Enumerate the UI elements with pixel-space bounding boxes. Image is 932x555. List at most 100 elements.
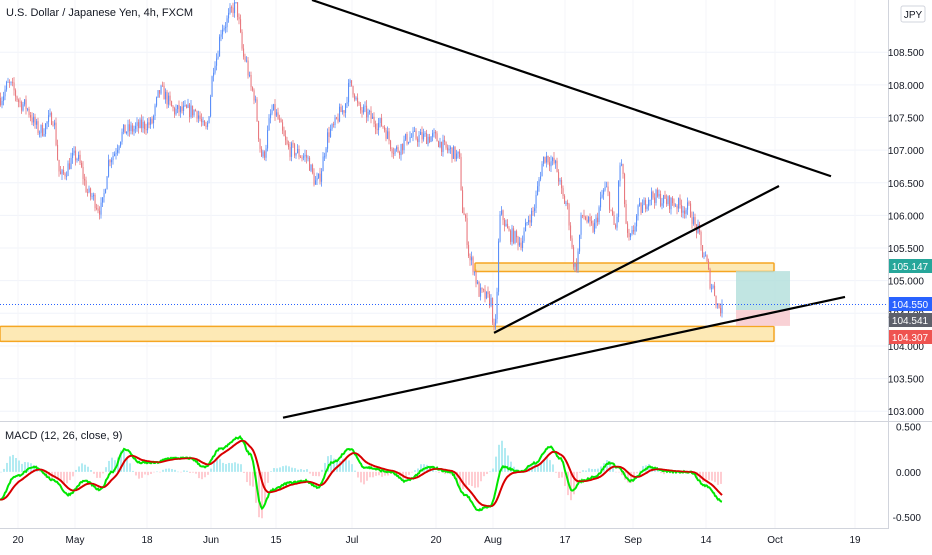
candle-body [334, 117, 336, 125]
candle-body [211, 76, 213, 97]
candle-body [472, 257, 474, 273]
price-candles [0, 0, 723, 331]
candle-body [202, 121, 204, 123]
macd-hist-bar [99, 471, 101, 478]
macd-axis[interactable]: 0.500 0.000 -0.500 [893, 423, 922, 525]
candle-body [481, 287, 483, 290]
macd-hist-bar [90, 470, 92, 472]
candle-body [705, 255, 707, 257]
currency-badge[interactable] [900, 5, 926, 23]
candle-body [228, 12, 230, 19]
candle-body [541, 163, 543, 177]
time-tick-label: Jul [346, 535, 359, 546]
macd-hist-bar [171, 469, 173, 472]
macd-hist-bar [219, 459, 221, 472]
candle-body [552, 157, 554, 162]
macd-hist-bar [162, 469, 164, 472]
candle-body [616, 216, 618, 228]
price-tag-bg [889, 330, 932, 344]
candle-body [100, 202, 102, 215]
macd-hist-bar [363, 471, 365, 485]
candle-body [442, 139, 444, 152]
candle-body [585, 216, 587, 220]
macd-hist-bar [366, 471, 368, 481]
candle-body [0, 97, 2, 106]
candle-body [331, 124, 333, 129]
candle-body [421, 132, 423, 140]
candle-body [328, 132, 330, 137]
candle-body [468, 244, 470, 257]
macd-hist-bar [93, 471, 95, 474]
candle-body [700, 231, 702, 246]
macd-hist-bar [213, 462, 215, 472]
candle-body [558, 172, 560, 182]
macd-hist-bar [114, 460, 116, 472]
macd-hist-bar [504, 448, 506, 472]
macd-hist-bar [495, 456, 497, 472]
candle-body [412, 131, 414, 137]
macd-hist-bar [96, 471, 98, 478]
candle-body [354, 94, 356, 100]
price-tag-bg [889, 259, 932, 273]
time-axis[interactable]: 20 May 18 Jun 15 Jul 20 Aug 17 Sep 14 Oct 19 [12, 535, 861, 546]
candle-body [321, 171, 323, 182]
candle-body [237, 2, 239, 18]
macd-hist-bar [417, 468, 419, 472]
macd-tick-label: 0.000 [896, 468, 921, 479]
candle-body [136, 122, 138, 126]
candle-body [94, 194, 96, 209]
candle-body [355, 97, 357, 100]
candle-body [267, 130, 269, 149]
candle-body [300, 156, 302, 158]
candle-body [292, 143, 294, 145]
macd-hist-bar [174, 469, 176, 472]
candle-body [273, 104, 275, 111]
macd-hist-bar [414, 470, 416, 472]
candle-body [718, 304, 720, 308]
macd-hist-bar [660, 471, 662, 474]
candle-body [141, 119, 143, 129]
candle-body [27, 108, 29, 110]
candle-body [49, 112, 51, 116]
macd-hist-bar [342, 458, 344, 472]
candle-body [126, 131, 128, 134]
macd-hist-bar [552, 464, 554, 472]
candle-body [664, 195, 666, 199]
candle-body [349, 80, 351, 84]
macd-hist-bar [573, 471, 575, 495]
candle-body [706, 255, 708, 262]
candle-body [471, 257, 473, 261]
candle-body [333, 124, 335, 126]
candle-body [465, 215, 467, 219]
macd-hist-bar [300, 469, 302, 472]
macd-hist-bar [249, 471, 251, 486]
candle-body [312, 164, 314, 173]
support-resistance-zones [0, 262, 775, 343]
candle-body [259, 139, 261, 149]
macd-hist-bar [654, 469, 656, 472]
macd-hist-bar [420, 464, 422, 472]
target-zone [736, 271, 790, 311]
candle-body [426, 133, 428, 145]
candle-body [172, 106, 174, 109]
macd-hist-bar [294, 468, 296, 472]
candle-body [439, 141, 441, 148]
candle-body [361, 110, 363, 113]
time-tick-label: Jun [203, 535, 219, 546]
candle-body [57, 144, 59, 160]
macd-hist-bar [321, 469, 323, 472]
candle-body [424, 133, 426, 135]
macd-hist-bar [636, 471, 638, 474]
candle-body [402, 144, 404, 151]
candle-body [340, 106, 342, 113]
candle-body [598, 207, 600, 223]
time-tick-label: 20 [12, 535, 24, 546]
macd-hist-bar [663, 471, 665, 475]
macd-hist-bar [384, 471, 386, 476]
macd-hist-bar [225, 464, 227, 472]
candle-body [703, 256, 705, 258]
candle-body [258, 121, 260, 140]
time-tick-label: 15 [270, 535, 282, 546]
